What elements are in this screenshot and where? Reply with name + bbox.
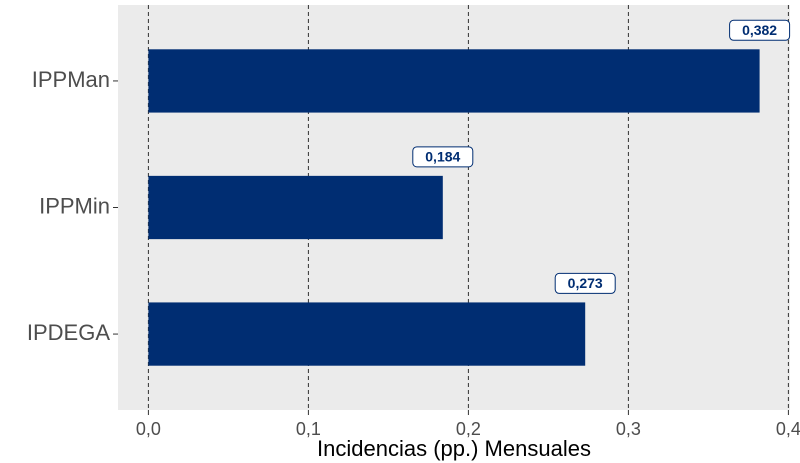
value-label: 0,382 xyxy=(742,22,777,38)
x-tick-label: 0,1 xyxy=(296,419,321,439)
value-label: 0,184 xyxy=(425,149,460,165)
value-label: 0,273 xyxy=(568,275,603,291)
value-label-box xyxy=(412,146,474,168)
x-tick-label: 0,0 xyxy=(136,419,161,439)
x-axis-label: Incidencias (pp.) Mensuales xyxy=(317,436,591,461)
value-label-box xyxy=(554,272,616,294)
x-tick-label: 0,2 xyxy=(456,419,481,439)
y-tick-label: IPDEGA xyxy=(27,320,110,345)
bar xyxy=(148,49,760,113)
y-tick-label: IPPMan xyxy=(32,67,110,92)
bar xyxy=(148,302,586,366)
x-tick-label: 0,3 xyxy=(616,419,641,439)
y-tick-label: IPPMin xyxy=(39,193,110,218)
value-label-box xyxy=(729,19,791,41)
bar xyxy=(148,175,443,240)
x-tick-label: 0,4 xyxy=(776,419,800,439)
